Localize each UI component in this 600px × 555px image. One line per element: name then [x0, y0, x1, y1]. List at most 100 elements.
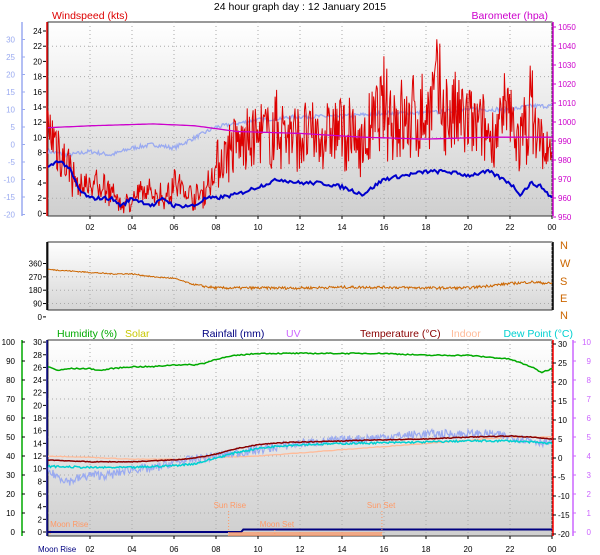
th-xtick-8: 18	[422, 545, 431, 554]
direction-deg-tick-3: 90	[33, 300, 42, 309]
rainfall-tick-8: 16	[33, 427, 42, 436]
rainfall-tick-15: 30	[33, 338, 42, 347]
barometer-tick-10: 1050	[558, 23, 576, 32]
humidity-line	[47, 352, 553, 374]
direction-deg-tick-2: 180	[29, 286, 43, 295]
wind-xtick-4: 10	[254, 223, 263, 232]
left-outer-tick-4: 0	[11, 141, 16, 150]
humidity-tick-6: 60	[6, 414, 15, 423]
th-xtick-4: 10	[254, 545, 263, 554]
windspeed-tick-3: 6	[38, 164, 43, 173]
event-label-2: Moon Set	[260, 520, 295, 529]
wind-xtick-1: 04	[128, 223, 137, 232]
compass-tick-4: N	[560, 310, 568, 322]
temperature-tick-0: -20	[558, 530, 570, 539]
th-xtick-0: 02	[86, 545, 95, 554]
temperature-tick-8: 20	[558, 378, 567, 387]
humidity-tick-7: 70	[6, 395, 15, 404]
uv-tick-5: 5	[587, 433, 592, 442]
panel3-legend: Humidity (%) Solar Rainfall (mm) UV Temp…	[57, 328, 573, 340]
windspeed-tick-7: 14	[33, 103, 42, 112]
left-outer-tick-3: -5	[8, 158, 16, 167]
legend-rainfall: Rainfall (mm)	[202, 328, 264, 340]
th-xtick-3: 08	[212, 545, 221, 554]
wind-direction-line	[47, 268, 553, 291]
barometer-tick-4: 990	[558, 137, 572, 146]
legend-indoor: Indoor	[451, 328, 481, 340]
humidity-tick-0: 0	[11, 528, 16, 537]
legend-solar: Solar	[125, 328, 150, 340]
windspeed-tick-5: 10	[33, 133, 42, 142]
barometer-tick-8: 1030	[558, 61, 576, 70]
humidity-tick-9: 90	[6, 357, 15, 366]
left-outer-tick-8: 20	[6, 71, 15, 80]
rainfall-tick-0: 0	[38, 528, 43, 537]
temperature-tick-1: -15	[558, 511, 570, 520]
uv-tick-0: 0	[587, 528, 592, 537]
th-xtick-10: 22	[506, 545, 515, 554]
uv-tick-1: 1	[587, 509, 592, 518]
rainfall-tick-12: 24	[33, 376, 42, 385]
wind-xtick-9: 20	[464, 223, 473, 232]
direction-deg-tick-0: 360	[29, 260, 43, 269]
wind-average-line	[47, 159, 553, 209]
humidity-tick-1: 10	[6, 509, 15, 518]
legend-humidity: Humidity (%)	[57, 328, 117, 340]
uv-tick-10: 10	[582, 338, 591, 347]
rainfall-tick-11: 22	[33, 389, 42, 398]
uv-tick-9: 9	[587, 357, 592, 366]
rainfall-tick-1: 2	[38, 515, 43, 524]
wind-xtick-3: 08	[212, 223, 221, 232]
barometer-tick-5: 1000	[558, 118, 576, 127]
temperature-tick-7: 15	[558, 397, 567, 406]
windspeed-tick-2: 4	[38, 179, 43, 188]
barometer-tick-7: 1020	[558, 80, 576, 89]
windspeed-tick-0: 0	[38, 209, 43, 218]
barometer-axis-label: Barometer (hpa)	[472, 10, 548, 22]
temperature-line	[47, 434, 553, 463]
barometer-tick-0: 950	[558, 213, 572, 222]
barometer-tick-6: 1010	[558, 99, 576, 108]
left-outer-tick-6: 10	[6, 106, 15, 115]
windspeed-axis-label: Windspeed (kts)	[52, 10, 128, 22]
event-label-1: Sun Rise	[214, 501, 247, 510]
uv-tick-8: 8	[587, 376, 592, 385]
th-xtick-2: 06	[170, 545, 179, 554]
windspeed-tick-12: 24	[33, 27, 42, 36]
windspeed-tick-8: 16	[33, 88, 42, 97]
rainfall-tick-9: 18	[33, 414, 42, 423]
left-outer-tick-2: -10	[3, 176, 15, 185]
left-outer-tick-5: 5	[11, 123, 16, 132]
compass-tick-2: S	[560, 276, 567, 288]
th-xtick-11: 00	[548, 545, 557, 554]
wind-xtick-5: 12	[296, 223, 305, 232]
legend-uv: UV	[286, 328, 301, 340]
th-xtick-6: 14	[338, 545, 347, 554]
humidity-tick-2: 20	[6, 490, 15, 499]
temperature-tick-10: 30	[558, 340, 567, 349]
wind-xtick-7: 16	[380, 223, 389, 232]
rainfall-tick-5: 10	[33, 465, 42, 474]
uv-tick-3: 3	[587, 471, 592, 480]
th-xtick-1: 04	[128, 545, 137, 554]
left-outer-tick-9: 25	[6, 53, 15, 62]
humidity-tick-5: 50	[6, 433, 15, 442]
rainfall-tick-7: 14	[33, 439, 42, 448]
humidity-tick-4: 40	[6, 452, 15, 461]
dewpoint-line	[47, 439, 553, 470]
uv-tick-6: 6	[587, 414, 592, 423]
direction-plot-area	[47, 241, 553, 311]
indoor-line	[47, 102, 552, 159]
legend-dewpoint: Dew Point (°C)	[503, 328, 573, 340]
windspeed-line	[47, 39, 552, 214]
left-outer-tick-7: 15	[6, 88, 15, 97]
event-label-0: Moon Rise	[50, 520, 89, 529]
rainfall-tick-10: 20	[33, 401, 42, 410]
uv-tick-4: 4	[587, 452, 592, 461]
page-title: 24 hour graph day : 12 January 2015	[214, 1, 386, 13]
temperature-tick-6: 10	[558, 416, 567, 425]
rainfall-line	[48, 528, 552, 533]
